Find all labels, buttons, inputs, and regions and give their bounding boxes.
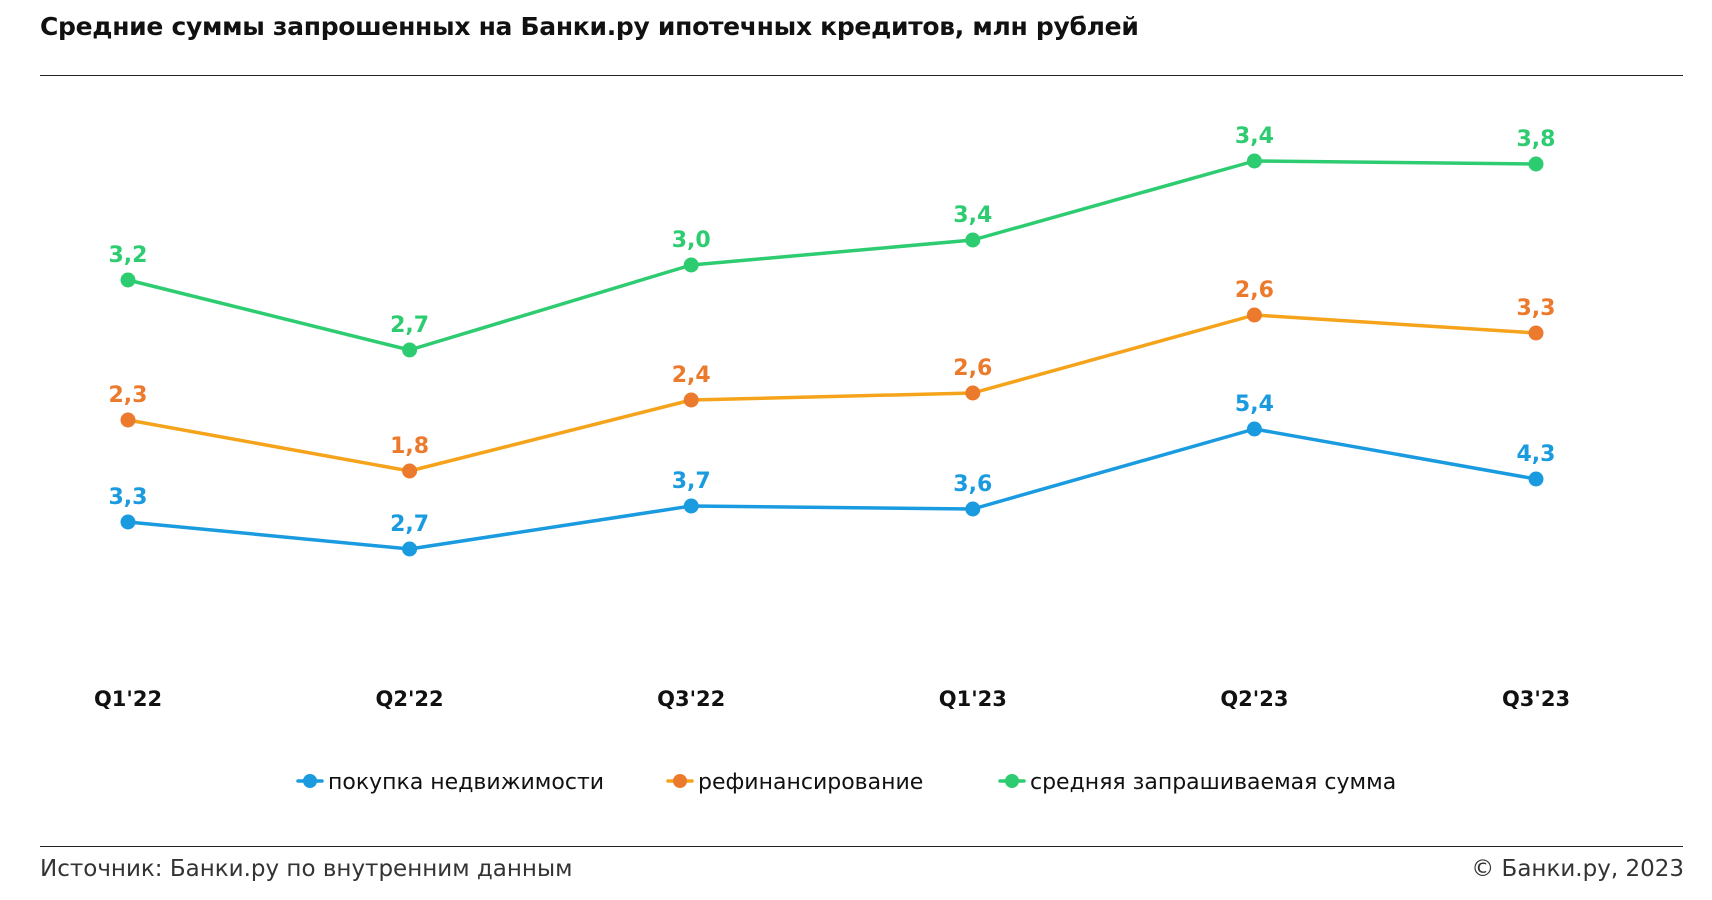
x-tick-label-6: Q3'23: [1502, 687, 1570, 711]
data-point-1-4: [965, 501, 981, 517]
data-label-2-1: 2,3: [109, 383, 148, 408]
data-label-1-5: 5,4: [1235, 392, 1274, 417]
legend-label-2: рефинансирование: [698, 770, 923, 795]
data-label-3-5: 3,4: [1235, 124, 1274, 149]
legend-marker-3: [1005, 774, 1019, 788]
data-label-1-3: 3,7: [672, 469, 711, 494]
data-label-2-5: 2,6: [1235, 278, 1274, 303]
series-line-1: [126, 427, 1538, 551]
legend-marker-1: [303, 774, 317, 788]
source-note: Источник: Банки.ру по внутренним данным: [40, 856, 573, 882]
data-point-2-1: [120, 412, 136, 428]
x-tick-label-5: Q2'23: [1220, 687, 1288, 711]
top-divider: [40, 75, 1683, 76]
data-label-3-3: 3,0: [672, 228, 711, 253]
series-line-2: [126, 313, 1538, 473]
data-label-3-6: 3,8: [1517, 127, 1556, 152]
data-point-3-6: [1528, 156, 1544, 172]
data-point-1-1: [120, 514, 136, 530]
data-point-1-6: [1528, 471, 1544, 487]
data-label-2-4: 2,6: [953, 356, 992, 381]
data-label-1-6: 4,3: [1517, 442, 1556, 467]
data-point-3-4: [965, 232, 981, 248]
x-tick-label-1: Q1'22: [94, 687, 162, 711]
data-point-2-5: [1246, 307, 1262, 323]
line-chart: 3,3 2,7 3,7 3,6 5,4 4,3 2,3 1,8 2,4 2,6 2,6 3,3 3,2 2…: [94, 124, 1570, 795]
data-label-2-6: 3,3: [1517, 296, 1556, 321]
data-point-3-1: [120, 272, 136, 288]
data-point-3-3: [683, 257, 699, 273]
data-label-1-4: 3,6: [953, 472, 992, 497]
data-label-3-4: 3,4: [953, 203, 992, 228]
data-point-3-5: [1246, 153, 1262, 169]
x-tick-label-3: Q3'22: [657, 687, 725, 711]
data-label-1-2: 2,7: [390, 512, 429, 537]
x-tick-label-2: Q2'22: [376, 687, 444, 711]
data-label-3-2: 2,7: [390, 313, 429, 338]
series-line-3: [126, 159, 1538, 352]
data-point-2-2: [402, 463, 418, 479]
legend-label-1: покупка недвижимости: [328, 770, 604, 795]
data-point-2-3: [683, 392, 699, 408]
data-label-2-3: 2,4: [672, 363, 711, 388]
bottom-divider: [40, 846, 1683, 847]
data-label-1-1: 3,3: [109, 485, 148, 510]
data-label-3-1: 3,2: [109, 243, 148, 268]
data-point-1-5: [1246, 421, 1262, 437]
data-point-1-2: [402, 541, 418, 557]
copyright-note: © Банки.ру, 2023: [1471, 856, 1684, 882]
data-point-3-2: [402, 342, 418, 358]
chart-title: Средние суммы запрошенных на Банки.ру ип…: [40, 12, 1139, 41]
data-label-2-2: 1,8: [390, 434, 429, 459]
legend-marker-2: [673, 774, 687, 788]
legend-label-3: средняя запрашиваемая сумма: [1030, 770, 1396, 795]
data-point-2-6: [1528, 325, 1544, 341]
data-point-1-3: [683, 498, 699, 514]
x-tick-label-4: Q1'23: [939, 687, 1007, 711]
data-point-2-4: [965, 385, 981, 401]
